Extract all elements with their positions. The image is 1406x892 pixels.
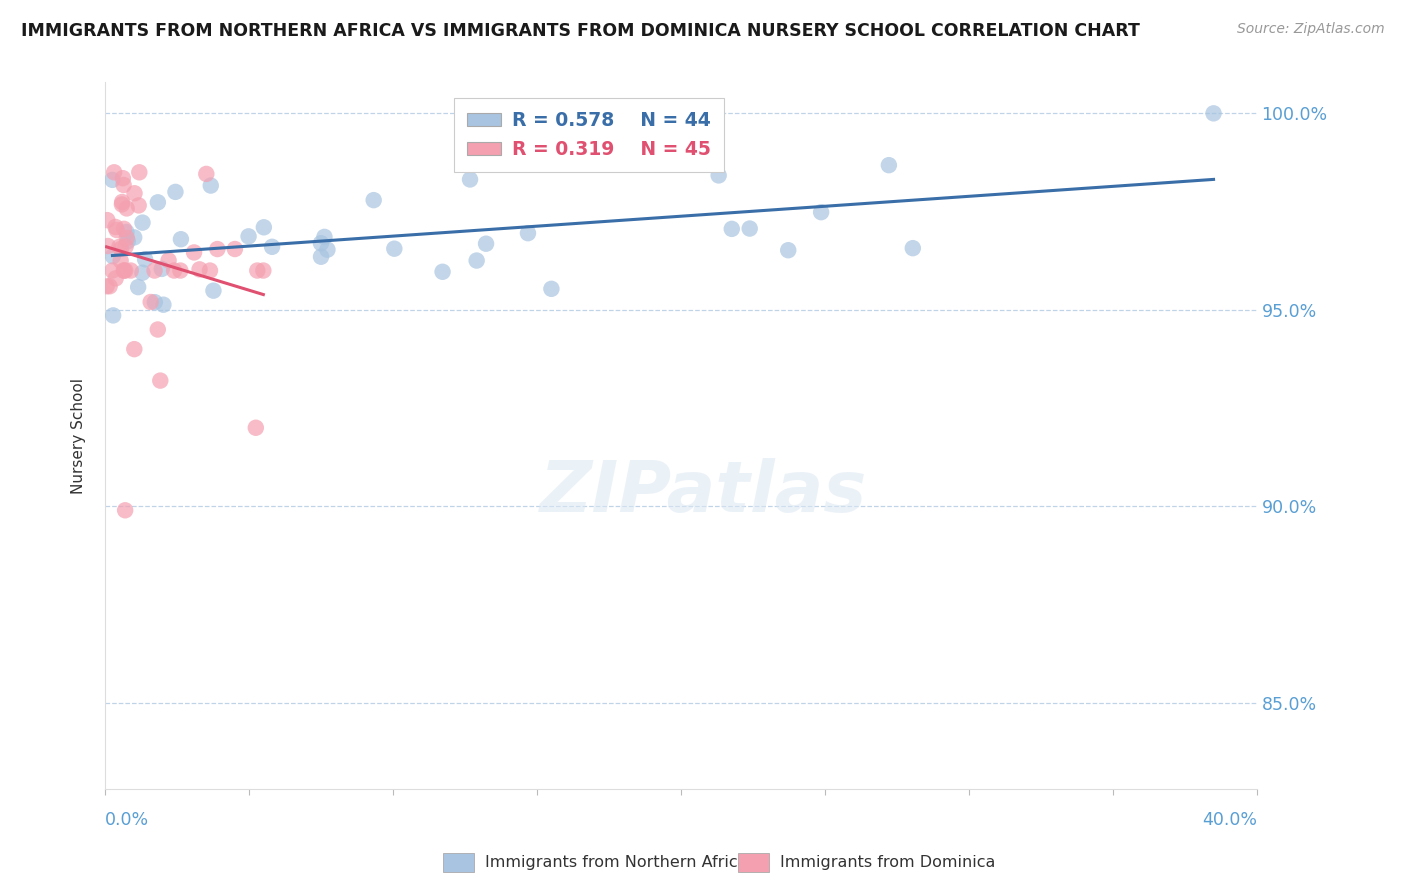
Point [120,263,142,277]
Point [245,421,267,435]
Point [101,249,124,263]
Point [111,194,134,209]
Point [115,202,138,216]
Point [101,263,124,277]
Text: ZIPatlas: ZIPatlas [540,458,868,526]
Point [382,242,405,256]
Point [157,253,180,268]
Point [112,263,135,277]
Point [170,232,193,246]
Point [738,221,761,235]
Text: 40.0%: 40.0% [1202,811,1257,829]
Point [122,230,145,244]
Point [127,280,149,294]
Point [134,252,156,267]
Point [720,222,742,236]
Point [195,167,218,181]
Point [163,263,186,277]
Point [238,229,260,244]
Point [207,242,229,256]
Point [165,185,187,199]
Point [114,503,136,517]
Point [101,309,124,323]
Point [810,205,832,219]
Text: Immigrants from Dominica: Immigrants from Dominica [780,855,995,870]
Point [114,239,136,253]
Point [104,271,127,285]
Point [103,165,125,179]
Point [202,284,225,298]
Point [115,225,138,239]
Point [143,263,166,277]
Point [101,173,124,187]
Point [150,261,173,276]
Point [224,242,246,256]
Point [146,195,169,210]
Point [112,178,135,192]
Point [110,253,132,268]
Point [458,172,481,186]
Point [517,226,540,240]
Point [183,245,205,260]
Point [309,250,332,264]
Point [707,169,730,183]
Point [200,178,222,193]
Point [111,171,134,186]
Point [146,322,169,336]
Point [877,158,900,172]
Point [198,263,221,277]
Point [316,243,339,257]
Text: Immigrants from Northern Africa: Immigrants from Northern Africa [485,855,748,870]
Point [432,265,454,279]
Legend: R = 0.578    N = 44, R = 0.319    N = 45: R = 0.578 N = 44, R = 0.319 N = 45 [454,98,724,172]
Point [169,263,191,277]
Point [246,263,269,277]
Point [112,222,135,236]
Y-axis label: Nursery School: Nursery School [72,377,86,493]
Point [128,198,150,212]
Text: 0.0%: 0.0% [105,811,149,829]
Point [262,240,284,254]
Point [149,374,172,388]
Point [112,263,135,277]
Point [1202,106,1225,120]
Point [96,213,118,227]
Point [117,235,139,249]
Point [778,244,800,258]
Point [139,295,162,310]
Point [252,263,274,277]
Point [115,231,138,245]
Point [110,242,132,256]
Point [363,193,385,207]
Point [901,241,924,255]
Point [143,295,166,310]
Point [104,219,127,234]
Point [114,263,136,277]
Text: IMMIGRANTS FROM NORTHERN AFRICA VS IMMIGRANTS FROM DOMINICA NURSERY SCHOOL CORRE: IMMIGRANTS FROM NORTHERN AFRICA VS IMMIG… [21,22,1140,40]
Point [124,186,146,201]
Point [188,262,211,277]
Point [97,239,120,253]
Point [465,253,488,268]
Point [152,298,174,312]
Point [108,240,131,254]
Point [540,282,562,296]
Point [105,223,128,237]
Point [131,266,153,280]
Point [111,197,134,211]
Point [128,165,150,179]
Point [314,230,336,244]
Point [98,279,121,293]
Point [309,236,332,251]
Point [131,216,153,230]
Point [475,236,498,251]
Point [253,220,276,235]
Point [124,342,146,356]
Text: Source: ZipAtlas.com: Source: ZipAtlas.com [1237,22,1385,37]
Point [96,279,118,293]
